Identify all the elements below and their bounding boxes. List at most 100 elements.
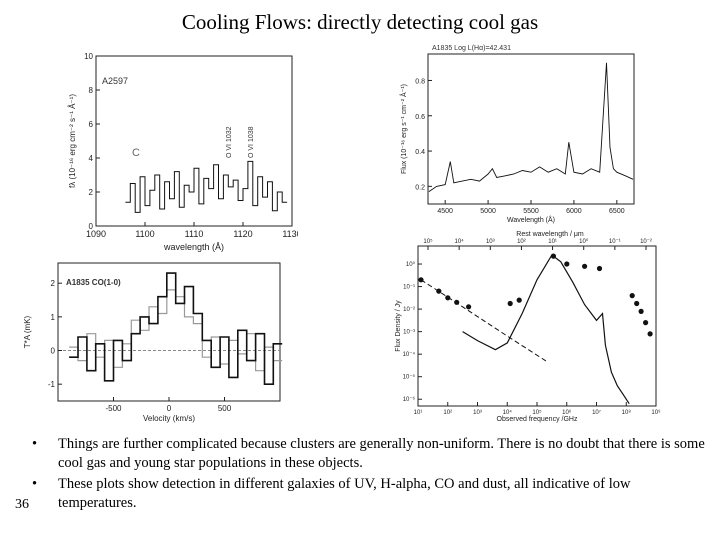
x-axis-label: Wavelength (Å) (507, 215, 555, 224)
data-point (516, 297, 522, 303)
sed-chart: 10¹ 10² 10³ 10⁴ 10⁵ 10⁶ 10⁷ 10⁸ 10⁹ 10⁵ 10⁴ 10³ 10² 1… (395, 231, 661, 423)
synchrotron-series (420, 279, 547, 362)
top-axis-label: Rest wavelength / μm (516, 231, 584, 238)
y-tick-label: 8 (89, 86, 94, 95)
spectrum-series (125, 160, 288, 213)
page-number: 36 (15, 497, 29, 512)
x-tick-label: 5500 (523, 208, 539, 215)
bullet-text: These plots show detection in different … (58, 476, 631, 511)
x-tick-label: 10³ (473, 410, 482, 416)
x-tick-label: 10² (443, 410, 452, 416)
co-series (69, 272, 283, 385)
data-point (643, 320, 649, 326)
y-tick-label: 1 (51, 313, 56, 322)
data-point (466, 304, 472, 310)
y-tick-label: 0 (51, 347, 56, 356)
y-tick-label: 10⁻⁴ (403, 351, 416, 358)
y-axis-label: T*A (mK) (23, 315, 32, 348)
bullet-marker: • (32, 436, 38, 452)
x-tick-label: -500 (105, 404, 122, 413)
chart-title: A2597 (102, 76, 128, 86)
top-tick-label: 10⁻¹ (609, 239, 621, 245)
x-axis-label: Velocity (km/s) (143, 414, 195, 423)
data-point (507, 300, 513, 307)
top-tick-label: 10³ (486, 239, 495, 245)
x-tick-label: 5000 (480, 208, 496, 215)
y-tick-label: 10 (84, 52, 93, 61)
data-point (454, 299, 460, 305)
x-tick-label: 1110 (185, 229, 204, 239)
top-tick-label: 10⁻² (640, 239, 652, 245)
x-axis-label: wavelength (Å) (163, 242, 224, 252)
y-tick-label: 0.4 (415, 149, 425, 156)
y-tick-label: 10⁻³ (403, 330, 415, 336)
dust-model-series (462, 254, 630, 405)
bullet-item: • Things are further complicated because… (28, 435, 708, 473)
x-axis-label: Observed frequency /GHz (497, 416, 578, 423)
halpha-spectrum-figure: 4500 5000 5500 6000 6500 0.2 0.4 0.6 0.8 Waveleng… (392, 40, 654, 228)
y-tick-label: 0.8 (415, 78, 425, 85)
y-tick-label: 10⁻² (403, 307, 415, 313)
y-tick-label: 10⁻¹ (403, 285, 415, 291)
y-tick-label: 0 (89, 222, 94, 231)
bullet-list: • Things are further complicated because… (28, 435, 708, 515)
top-tick-label: 10⁵ (423, 238, 433, 245)
y-axis-label: fλ (10⁻¹⁶ erg cm⁻² s⁻¹ Å⁻¹) (68, 94, 77, 188)
top-tick-label: 10² (517, 239, 526, 245)
x-tick-label: 1120 (233, 229, 252, 239)
slide-title: Cooling Flows: directly detecting cool g… (181, 10, 539, 34)
spectrum-series (428, 62, 634, 192)
x-tick-label: 10⁷ (592, 409, 601, 416)
x-tick-label: 10⁹ (651, 409, 661, 416)
co-spectrum-chart: -500 0 500 -1 0 1 2 Velocity (km/s) T*A (mK) A183… (23, 262, 283, 423)
co-spectrum-figure: -500 0 500 -1 0 1 2 Velocity (km/s) T*A (mK) A183… (18, 255, 286, 425)
x-tick-label: 1100 (135, 229, 154, 239)
line-annotation: O VI 1032 (226, 126, 233, 158)
y-tick-label: 10⁻⁶ (403, 396, 416, 403)
y-tick-label: 4 (89, 154, 94, 163)
data-point (634, 300, 640, 307)
top-tick-label: 10⁰ (579, 238, 589, 245)
y-tick-label: 0.6 (415, 114, 425, 121)
x-tick-label: 1090 (86, 229, 106, 239)
y-tick-label: 10⁰ (406, 261, 416, 268)
data-point (436, 288, 442, 294)
top-tick-label: 10⁴ (455, 238, 465, 245)
chart-title: A1835 CO(1-0) (66, 278, 121, 287)
x-tick-label: 6500 (609, 208, 625, 215)
y-tick-label: -1 (48, 380, 56, 389)
x-tick-label: 10⁶ (562, 409, 572, 416)
sed-figure: 10¹ 10² 10³ 10⁴ 10⁵ 10⁶ 10⁷ 10⁸ 10⁹ 10⁵ 10⁴ 10³ 10² 1… (370, 228, 662, 424)
data-point (596, 265, 603, 272)
data-point (638, 308, 644, 314)
y-tick-label: 2 (89, 188, 94, 197)
data-point (445, 295, 451, 301)
top-tick-label: 10¹ (548, 239, 557, 245)
x-tick-label: 10⁸ (622, 409, 632, 416)
plot-frame (417, 245, 657, 407)
data-point (564, 261, 570, 267)
data-point (629, 293, 635, 299)
data-point (550, 253, 556, 259)
line-annotation: O VI 1038 (248, 126, 255, 158)
y-tick-label: 6 (89, 120, 94, 129)
data-point (418, 277, 424, 283)
bullet-marker: • (32, 476, 38, 492)
y-axis-label: Flux Density / Jy (395, 300, 402, 352)
x-tick-label: 0 (167, 404, 172, 413)
y-tick-label: 10⁻⁵ (403, 374, 416, 381)
data-point (582, 263, 588, 269)
x-tick-label: 4500 (437, 208, 453, 215)
data-point (647, 331, 653, 337)
halpha-spectrum-chart: 4500 5000 5500 6000 6500 0.2 0.4 0.6 0.8 Waveleng… (399, 45, 635, 224)
x-tick-label: 10¹ (414, 410, 423, 416)
x-tick-label: 10⁵ (532, 409, 542, 416)
bullet-text: Things are further complicated because c… (58, 436, 705, 471)
annotation-label: C (132, 147, 140, 159)
x-tick-label: 6000 (566, 208, 582, 215)
y-tick-label: 0.2 (415, 184, 425, 191)
x-tick-label: 10⁴ (503, 409, 513, 416)
